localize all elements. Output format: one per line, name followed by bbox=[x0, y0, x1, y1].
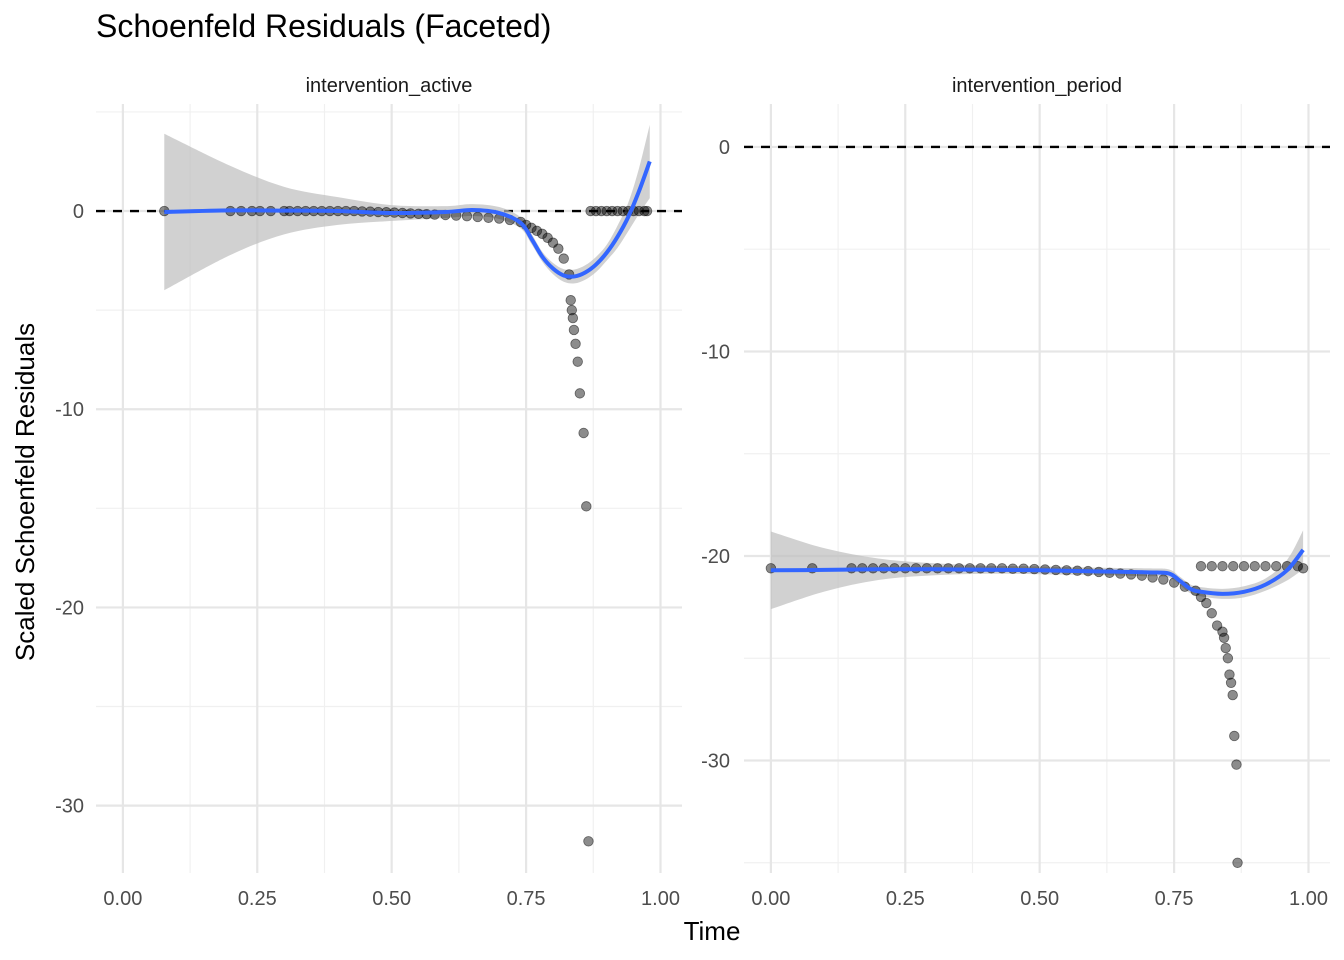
residual-point bbox=[566, 304, 577, 316]
x-tick-label: 0.25 bbox=[238, 888, 277, 910]
residual-point bbox=[531, 225, 543, 237]
residual-point bbox=[1206, 561, 1217, 572]
residual-point bbox=[483, 212, 494, 223]
residual-point bbox=[1206, 608, 1217, 619]
residual-point bbox=[565, 295, 576, 306]
residual-point bbox=[1238, 561, 1250, 572]
residual-point bbox=[574, 388, 586, 399]
loess-smooth-line bbox=[164, 160, 652, 279]
residual-point bbox=[617, 205, 629, 217]
y-tick-label: 0 bbox=[73, 201, 84, 223]
residual-point bbox=[567, 312, 579, 324]
x-tick-label: 0.75 bbox=[1155, 888, 1194, 910]
y-tick-label: -10 bbox=[55, 399, 84, 421]
residual-point bbox=[581, 501, 592, 512]
residual-point bbox=[1201, 597, 1212, 609]
facet-panel-intervention-period: intervention_period 0.00 0.25 0.50 0.75 1.00 0… bbox=[701, 75, 1330, 910]
residual-point bbox=[639, 205, 650, 217]
loess-smooth-line bbox=[770, 548, 1305, 596]
residual-point bbox=[633, 205, 645, 217]
residual-point bbox=[1231, 759, 1242, 770]
residual-point bbox=[606, 205, 618, 217]
y-tick-label: 0 bbox=[719, 137, 730, 159]
x-tick-label: 0.25 bbox=[886, 888, 925, 910]
chart-title: Schoenfeld Residuals (Faceted) bbox=[96, 8, 552, 44]
y-tick-label: -30 bbox=[55, 796, 84, 818]
y-tick-label: -20 bbox=[55, 597, 84, 619]
residual-point bbox=[1297, 563, 1309, 574]
residual-point bbox=[1249, 561, 1260, 572]
x-axis-title: Time bbox=[684, 916, 741, 946]
residual-point bbox=[1158, 574, 1169, 585]
residual-point bbox=[578, 427, 589, 439]
residual-point bbox=[558, 253, 569, 264]
residual-point bbox=[570, 338, 581, 350]
residual-point bbox=[612, 205, 623, 217]
residual-point bbox=[1217, 626, 1228, 637]
x-tick-label: 1.00 bbox=[1289, 888, 1328, 910]
x-tick-label: 0.00 bbox=[751, 888, 790, 910]
facet-strip-label: intervention_period bbox=[952, 75, 1122, 97]
y-tick-label: -10 bbox=[701, 341, 730, 363]
residual-point bbox=[590, 205, 602, 217]
y-tick-label: -30 bbox=[701, 751, 730, 773]
residual-point bbox=[553, 243, 564, 254]
residual-point bbox=[568, 324, 580, 336]
residual-point bbox=[596, 205, 607, 217]
residual-point bbox=[1225, 677, 1237, 688]
residual-point bbox=[537, 228, 548, 240]
residual-point bbox=[1227, 689, 1238, 701]
residual-point bbox=[461, 210, 473, 222]
residual-point bbox=[1232, 857, 1243, 868]
x-tick-label: 0.00 bbox=[103, 888, 142, 910]
confidence-band bbox=[164, 124, 650, 291]
y-axis-title: Scaled Schoenfeld Residuals bbox=[10, 323, 40, 661]
residual-point bbox=[472, 211, 483, 223]
facet-panel-intervention-active: intervention_active 0.00 0.25 0.50 0.75 1.00 0… bbox=[55, 75, 682, 910]
residual-point bbox=[1195, 561, 1207, 572]
residual-point bbox=[641, 205, 653, 217]
y-tick-label: -20 bbox=[701, 546, 730, 568]
residual-point bbox=[1222, 653, 1234, 664]
facet-strip-label: intervention_active bbox=[306, 75, 473, 97]
x-tick-label: 0.50 bbox=[372, 888, 411, 910]
residual-point bbox=[572, 356, 583, 367]
x-tick-label: 1.00 bbox=[641, 888, 680, 910]
residual-point bbox=[1229, 730, 1240, 742]
residual-point bbox=[1224, 669, 1235, 680]
residual-point bbox=[1218, 632, 1230, 644]
residual-point bbox=[583, 836, 594, 847]
residual-point bbox=[601, 205, 612, 217]
residual-point bbox=[1271, 561, 1282, 572]
x-tick-label: 0.75 bbox=[507, 888, 546, 910]
residual-point bbox=[1228, 561, 1239, 572]
residual-point bbox=[585, 205, 596, 217]
residual-point bbox=[1220, 642, 1231, 654]
residual-point bbox=[1217, 561, 1228, 572]
x-tick-label: 0.50 bbox=[1020, 888, 1059, 910]
residual-point bbox=[1260, 561, 1271, 572]
